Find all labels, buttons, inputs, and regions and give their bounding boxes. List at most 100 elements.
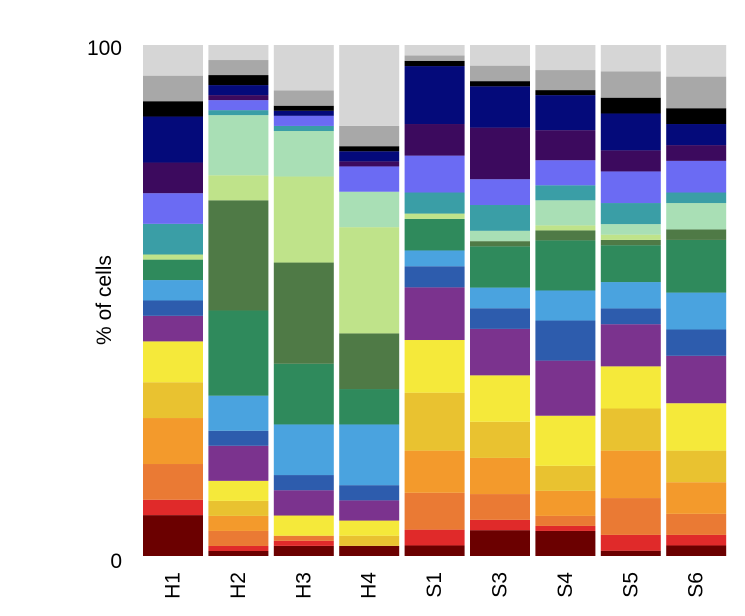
bar-segment-h1-4 [143,382,203,419]
bar-segment-s6-0 [666,545,727,556]
bar-segment-s1-17 [404,60,465,67]
bar-segment-s6-3 [666,482,727,514]
bar-segment-s4-4 [535,465,596,491]
bar-segment-s3-13 [470,205,530,231]
bar-segment-h1-5 [143,341,203,383]
bar-segment-h1-3 [143,418,203,465]
bar-segment-s1-11 [404,213,465,219]
bar-segment-s5-7 [600,308,661,325]
bar-segment-h2-8 [208,395,269,431]
bar-segment-h4-6 [339,500,400,521]
bar-segment-s6-19 [666,45,727,77]
bar-segment-h2-4 [208,500,269,516]
bar-segment-s5-17 [600,97,661,114]
y-tick-label-top: 100 [87,37,122,60]
bar-segment-h2-9 [208,310,269,396]
bar-segment-s6-5 [666,403,727,451]
bar-segment-s4-13 [535,185,596,201]
bar-segment-h3-17 [273,105,334,111]
x-tick-label-s1: S1 [423,572,446,598]
bar-segment-h3-5 [273,515,334,536]
bar-segment-s1-5 [404,340,465,393]
bar-segment-s4-9 [535,240,596,291]
bar-segment-s5-15 [600,150,661,172]
bar-segment-s1-7 [404,266,465,288]
bar-segment-h1-9 [143,259,203,281]
bar-segment-h4-8 [339,424,400,486]
bar-segment-s4-19 [535,45,596,71]
bar-segment-s4-5 [535,415,596,466]
bar-segment-h1-17 [143,101,203,117]
bar-segment-h3-6 [273,490,334,516]
bar-segment-s6-12 [666,203,727,230]
bar-segment-h1-1 [143,499,203,516]
bar-segment-s6-4 [666,450,727,483]
bar-segment-s4-11 [535,225,596,231]
bar-segment-h4-14 [339,166,400,192]
bar-segment-s4-10 [535,230,596,241]
bar-segment-h2-14 [208,100,269,111]
bar-segment-h3-10 [273,262,334,364]
bar-segment-h4-12 [339,191,400,228]
bar-segment-s3-19 [470,45,530,66]
bar-segment-h1-8 [143,280,203,301]
y-axis-label: % of cells [93,255,116,345]
bar-segment-s1-15 [404,124,465,156]
bar-segment-s6-16 [666,124,727,146]
bar-segment-s6-13 [666,192,727,204]
bar-segment-s5-9 [600,245,661,283]
bar-segment-s3-3 [470,457,530,495]
bar-segment-h3-7 [273,475,334,491]
bar-segment-s6-15 [666,145,727,161]
bar-segment-s5-1 [600,534,661,551]
bar-segment-h1-14 [143,193,203,224]
bar-segment-s5-10 [600,239,661,246]
bar-segment-s5-18 [600,71,661,98]
bar-segment-h4-11 [339,227,400,334]
bar-segment-s5-0 [600,550,661,556]
bar-segment-h4-4 [339,535,400,546]
x-tick-label-h4: H4 [358,572,381,599]
bar-segment-h3-0 [273,545,334,556]
bar-segment-s4-0 [535,530,596,556]
bar-segment-s5-19 [600,45,661,72]
bar-segment-s4-2 [535,515,596,526]
bar-segment-h1-16 [143,116,203,163]
bar-segment-h4-18 [339,125,400,147]
bar-segment-h1-11 [143,254,203,260]
bar-segment-h1-0 [143,515,203,556]
bar-segment-s4-6 [535,360,596,416]
bar-segment-s6-6 [666,355,727,404]
bar-segment-h3-2 [273,535,334,541]
bar-segment-s1-19 [404,45,465,56]
bar-segment-s1-14 [404,155,465,193]
bar-segment-s5-6 [600,324,661,367]
bar-segment-s1-2 [404,492,465,530]
bar-segment-s6-10 [666,229,727,240]
bar-segment-s4-8 [535,290,596,321]
bar-segment-h2-11 [208,175,269,201]
bar-segment-h3-18 [273,90,334,106]
bar-segment-s1-8 [404,250,465,267]
bar-segment-s3-9 [470,246,530,288]
bar-segment-s1-1 [404,529,465,546]
bar-segment-s4-7 [535,320,596,361]
bar-segment-h4-10 [339,333,400,390]
bar-segment-s4-3 [535,490,596,516]
bar-segment-s1-18 [404,55,465,61]
bar-segment-h4-9 [339,389,400,425]
bar-segment-s3-5 [470,375,530,422]
bar-segment-s6-9 [666,239,727,293]
bar-segment-s6-1 [666,534,727,546]
bar-segment-s3-4 [470,421,530,458]
bar-segment-h2-10 [208,200,269,311]
bar-segment-h2-3 [208,515,269,531]
bar-segment-h2-0 [208,550,269,556]
bar-segment-s3-1 [470,519,530,531]
bar-segment-h1-6 [143,315,203,342]
x-tick-label-h3: H3 [292,572,315,599]
bar-segment-s6-8 [666,292,727,330]
x-tick-label-s5: S5 [619,572,642,598]
bar-segment-h2-15 [208,95,269,101]
